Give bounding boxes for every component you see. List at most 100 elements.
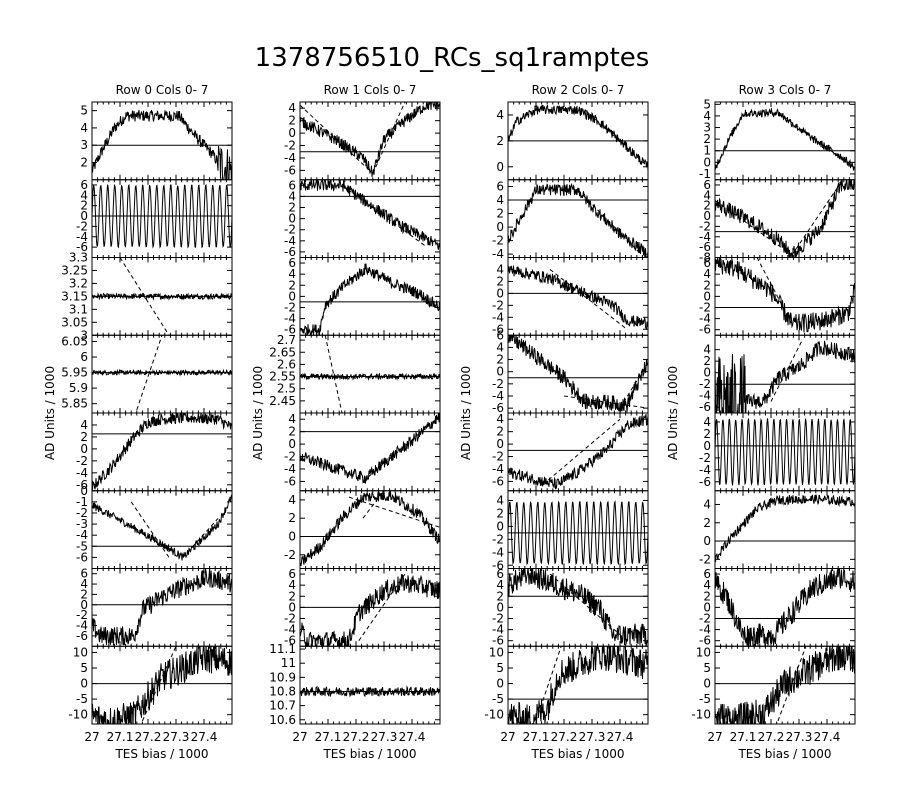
fit-line [372,102,406,174]
y-tick-label: -5 [76,692,88,706]
column-title: Row 2 Cols 0- 7 [532,83,625,97]
y-tick-label: 4 [703,415,711,429]
fit-line [300,104,374,174]
y-tick-label: -2 [699,300,711,314]
y-tick-label: -2 [699,552,711,566]
y-tick-label: 2 [496,274,504,288]
y-tick-label: 2 [288,425,296,439]
y-tick-label: 6 [288,178,296,192]
y-tick-label: 0 [703,677,711,691]
y-tick-label: 4 [80,577,88,591]
y-tick-label: 4 [288,189,296,203]
y-tick-label: 3.25 [61,263,88,277]
series-line [300,263,440,336]
y-tick-label: -4 [699,623,711,637]
y-tick-label: -4 [284,312,296,326]
x-tick-label: 27.2 [551,730,578,744]
y-tick-label: 3 [80,138,88,152]
y-tick-label: 5 [496,661,504,675]
y-tick-label: 5 [80,104,88,118]
panel-2: 33.053.13.153.23.253.3 [61,251,233,342]
y-tick-label: -6 [284,323,296,337]
y-tick-label: 0 [288,289,296,303]
y-tick-label: 2 [288,278,296,292]
y-tick-label: 0 [703,209,711,223]
y-tick-label: -5 [76,539,88,553]
series-line [92,368,232,377]
x-tick-label: 27.4 [399,730,426,744]
x-axis-label: TES bias / 1000 [114,747,208,761]
y-tick-label: 0 [703,366,711,380]
y-tick-label: -4 [492,545,504,559]
panel-frame [91,101,233,181]
y-tick-label: 4 [496,262,504,276]
series-line [508,335,648,413]
series-line [715,340,855,413]
y-tick-label: 2 [80,587,88,601]
series-line [508,414,648,490]
y-tick-label: 2.65 [269,345,296,359]
fit-line [777,646,807,722]
y-tick-label: 0 [496,677,504,691]
y-tick-label: 4 [703,578,711,592]
y-tick-label: -6 [76,550,88,564]
y-tick-label: -6 [284,474,296,488]
y-tick-label: -10 [691,708,711,722]
column-1: Row 1 Cols 0- 7 AD Units / 1000 TES bias /… [251,83,441,761]
y-tick-label: 0 [496,519,504,533]
series-line [92,109,232,180]
y-tick-label: -2 [492,234,504,248]
y-tick-label: 3 [80,328,88,342]
panel-frame [91,645,233,725]
y-tick-label: -1 [699,167,711,181]
columns: Row 0 Cols 0- 7 AD Units / 1000 TES bias /… [43,83,856,761]
y-tick-label: -6 [76,478,88,492]
y-tick-label: -2 [492,298,504,312]
column-0: Row 0 Cols 0- 7 AD Units / 1000 TES bias /… [43,83,233,761]
y-tick-label: 5.95 [61,366,88,380]
y-tick-label: 2 [496,506,504,520]
series-line [300,372,440,381]
panel-5: -2 0 2 4 [284,490,441,569]
x-tick-label: 27.3 [579,730,606,744]
y-tick-label: 2.5 [277,382,296,396]
y-tick-label: 4 [288,101,296,115]
y-tick-label: -4 [284,151,296,165]
series-line [300,685,440,698]
y-tick-label: 2 [703,427,711,441]
fit-line [535,646,562,722]
x-axis-label: TES bias / 1000 [737,747,831,761]
x-tick-label: 27.3 [371,730,398,744]
y-axis-label: AD Units / 1000 [459,366,473,460]
series-line [715,568,855,647]
y-tick-label: -6 [76,240,88,254]
panel-3: 5.85 5.95.95 6 6.05 [61,334,233,414]
y-tick-label: 0 [703,439,711,453]
y-tick-label: 4 [496,578,504,592]
panel-0: 0 2 4 [496,101,649,181]
y-tick-label: 4 [288,412,296,426]
y-tick-label: -10 [484,708,504,722]
panel-frame [91,412,233,492]
series-line [715,107,855,171]
series-line [300,179,440,250]
y-tick-label: 4 [288,493,296,507]
x-axis-label: TES bias / 1000 [322,747,416,761]
x-axis-label: TES bias / 1000 [530,747,624,761]
column-2: Row 2 Cols 0- 7 AD Units / 1000 TES bias /… [459,83,649,761]
y-tick-label: -2 [699,451,711,465]
y-tick-label: 0 [288,529,296,543]
y-tick-label: 2 [496,134,504,148]
y-tick-label: 6 [496,180,504,194]
fit-line [542,418,621,485]
panel-frame [714,645,856,725]
series-line [92,183,232,249]
y-tick-label: 1 [703,144,711,158]
y-tick-label: 4 [703,109,711,123]
